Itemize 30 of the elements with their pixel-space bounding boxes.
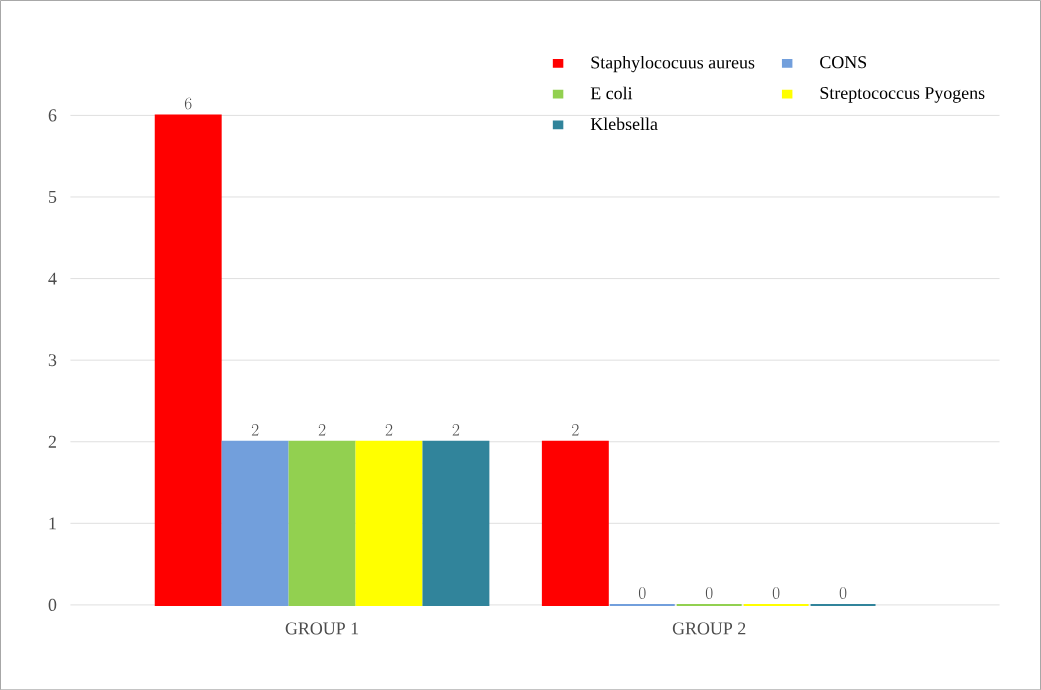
y-tick-label: 1 — [49, 517, 56, 530]
data-label: 2 — [452, 423, 460, 436]
y-tick-label: 6 — [48, 109, 57, 122]
data-label: 2 — [572, 423, 579, 436]
bar — [355, 440, 423, 606]
legend-label: CONS — [820, 56, 867, 69]
data-label: 6 — [184, 97, 192, 110]
y-tick-label: 0 — [48, 598, 57, 611]
data-label: 0 — [705, 587, 713, 599]
y-tick-label: 4 — [48, 272, 57, 285]
data-label: 0 — [772, 587, 780, 599]
x-tick-label: GROUP 1 — [285, 622, 359, 635]
bar — [154, 114, 222, 606]
bar — [288, 440, 356, 606]
y-tick-label: 3 — [48, 353, 57, 367]
legend-label: Klebsella — [590, 117, 658, 130]
legend-label: E coli — [590, 86, 633, 100]
bar — [422, 440, 490, 606]
data-label: 0 — [839, 587, 847, 599]
bar — [221, 440, 289, 606]
data-label: 0 — [638, 587, 646, 599]
y-tick-label: 5 — [49, 190, 57, 203]
data-label: 2 — [251, 423, 259, 436]
x-tick-label: GROUP 2 — [672, 622, 746, 635]
legend-label: Staphylococuus aureus — [591, 55, 755, 73]
legend-label: Streptococcus Pyogens — [820, 86, 985, 103]
data-label: 2 — [385, 423, 393, 436]
data-label: 2 — [318, 423, 326, 436]
y-tick-label: 2 — [48, 435, 56, 448]
bar — [541, 440, 609, 606]
